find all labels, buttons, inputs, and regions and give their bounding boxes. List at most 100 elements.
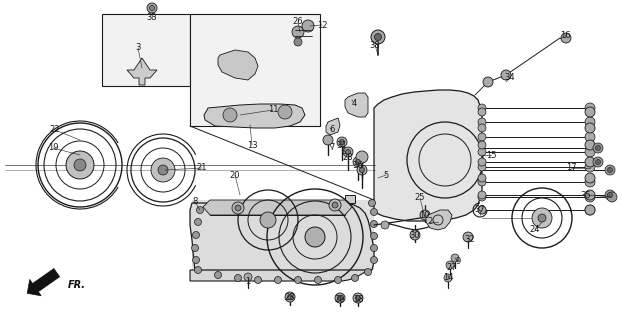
Circle shape xyxy=(323,135,333,145)
Text: 36: 36 xyxy=(353,161,363,170)
Text: 32: 32 xyxy=(465,236,475,244)
Text: 20: 20 xyxy=(230,171,240,180)
Polygon shape xyxy=(210,195,355,215)
Circle shape xyxy=(478,158,486,166)
Text: 25: 25 xyxy=(415,194,425,203)
Polygon shape xyxy=(374,90,482,221)
Circle shape xyxy=(501,70,511,80)
Circle shape xyxy=(197,206,203,213)
FancyBboxPatch shape xyxy=(102,14,190,86)
Circle shape xyxy=(244,273,252,281)
Circle shape xyxy=(371,233,378,239)
Circle shape xyxy=(278,105,292,119)
Circle shape xyxy=(478,193,486,201)
Circle shape xyxy=(585,107,595,117)
Text: 5: 5 xyxy=(383,171,389,180)
Circle shape xyxy=(287,294,292,300)
Circle shape xyxy=(451,254,459,262)
Circle shape xyxy=(561,33,571,43)
Text: 18: 18 xyxy=(353,295,363,305)
Polygon shape xyxy=(190,246,374,281)
Text: 15: 15 xyxy=(486,150,496,159)
Text: 23: 23 xyxy=(285,293,295,302)
Polygon shape xyxy=(203,200,352,215)
Circle shape xyxy=(356,151,368,163)
Circle shape xyxy=(232,202,244,214)
Circle shape xyxy=(585,123,595,133)
Circle shape xyxy=(340,140,345,145)
Circle shape xyxy=(585,205,595,215)
Circle shape xyxy=(478,141,486,149)
Circle shape xyxy=(338,295,343,300)
Text: 2: 2 xyxy=(427,218,433,227)
Circle shape xyxy=(274,276,282,284)
Circle shape xyxy=(532,208,552,228)
Circle shape xyxy=(444,274,452,282)
Circle shape xyxy=(357,165,367,175)
Text: 38: 38 xyxy=(369,41,381,50)
Text: 37: 37 xyxy=(475,205,485,214)
Circle shape xyxy=(605,190,615,200)
Circle shape xyxy=(478,163,486,171)
Circle shape xyxy=(371,220,378,228)
Circle shape xyxy=(478,108,486,116)
Circle shape xyxy=(192,231,200,238)
Circle shape xyxy=(305,227,325,247)
Polygon shape xyxy=(190,203,374,270)
Circle shape xyxy=(149,5,154,11)
Circle shape xyxy=(585,147,595,157)
Circle shape xyxy=(593,157,603,167)
Circle shape xyxy=(371,257,378,263)
Circle shape xyxy=(147,3,157,13)
Circle shape xyxy=(446,261,454,269)
Circle shape xyxy=(74,159,86,171)
Text: 8: 8 xyxy=(192,197,198,206)
Circle shape xyxy=(420,210,430,220)
Circle shape xyxy=(235,205,241,211)
Circle shape xyxy=(608,193,613,197)
Polygon shape xyxy=(345,93,368,117)
Text: FR.: FR. xyxy=(68,280,86,290)
Circle shape xyxy=(595,159,600,164)
Text: 33: 33 xyxy=(147,13,157,22)
Circle shape xyxy=(285,292,295,302)
Circle shape xyxy=(585,162,595,172)
Circle shape xyxy=(192,244,198,252)
Circle shape xyxy=(478,133,486,141)
Circle shape xyxy=(478,174,486,182)
Circle shape xyxy=(356,295,361,300)
Text: 17: 17 xyxy=(565,164,577,172)
Circle shape xyxy=(478,191,486,199)
Polygon shape xyxy=(192,200,374,270)
Text: 24: 24 xyxy=(530,226,541,235)
Circle shape xyxy=(302,20,314,32)
Circle shape xyxy=(351,275,358,282)
Circle shape xyxy=(315,276,322,284)
Circle shape xyxy=(593,143,603,153)
Text: 12: 12 xyxy=(317,20,327,29)
Text: 26: 26 xyxy=(293,18,304,27)
Text: 7: 7 xyxy=(329,143,335,153)
Circle shape xyxy=(371,209,378,215)
Circle shape xyxy=(292,26,304,38)
Circle shape xyxy=(215,271,221,278)
Circle shape xyxy=(608,167,613,172)
Text: 34: 34 xyxy=(504,74,515,83)
Polygon shape xyxy=(218,50,258,80)
Text: 16: 16 xyxy=(560,30,570,39)
Circle shape xyxy=(353,157,363,167)
Circle shape xyxy=(223,108,237,122)
Circle shape xyxy=(66,151,94,179)
Text: 9: 9 xyxy=(455,258,461,267)
Circle shape xyxy=(254,276,261,284)
Circle shape xyxy=(195,267,202,274)
Text: 1: 1 xyxy=(245,277,251,286)
Circle shape xyxy=(585,117,595,127)
FancyBboxPatch shape xyxy=(190,14,320,126)
Circle shape xyxy=(364,268,371,276)
Text: 27: 27 xyxy=(447,263,457,273)
Circle shape xyxy=(337,137,347,147)
Text: 14: 14 xyxy=(443,274,453,283)
Circle shape xyxy=(335,293,345,303)
Text: 35: 35 xyxy=(581,190,592,199)
